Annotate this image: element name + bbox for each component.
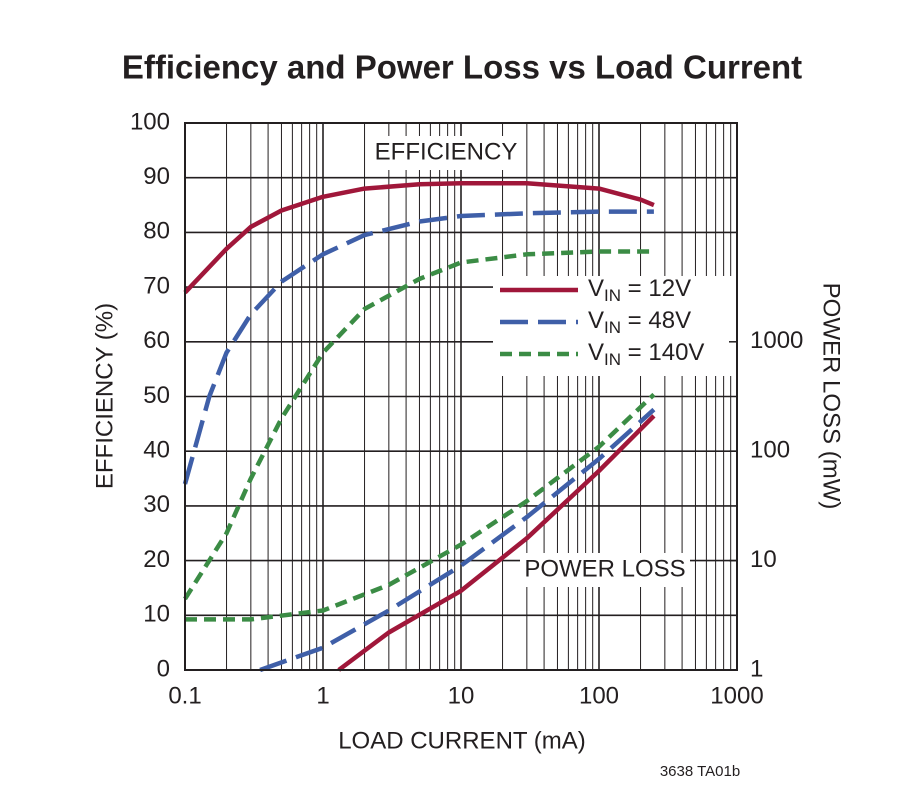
x-tick-label: 1 <box>316 682 329 709</box>
figure-id: 3638 TA01b <box>660 763 740 780</box>
annotation: EFFICIENCY <box>375 138 518 165</box>
y-tick-label: 40 <box>143 437 170 464</box>
legend-label: VIN = 48V <box>588 307 691 337</box>
y-tick-label: 70 <box>143 272 170 299</box>
x-tick-label: 1000 <box>710 682 763 709</box>
y-tick-label: 80 <box>143 218 170 245</box>
annotation: POWER LOSS <box>524 555 685 582</box>
y2-tick-label: 1 <box>750 655 763 682</box>
series-line <box>183 180 655 295</box>
x-axis-label: LOAD CURRENT (mA) <box>338 727 586 754</box>
y-tick-label: 100 <box>130 108 170 135</box>
y-tick-label: 20 <box>143 546 170 573</box>
legend-label: VIN = 140V <box>588 339 704 369</box>
legend-bg <box>493 276 737 376</box>
series-line <box>259 407 656 673</box>
y-tick-label: 0 <box>157 655 170 682</box>
chart-title: Efficiency and Power Loss vs Load Curren… <box>122 49 802 86</box>
y2-tick-label: 1000 <box>750 327 803 354</box>
legend-label: VIN = 12V <box>588 275 691 305</box>
y2-axis-label: POWER LOSS (mW) <box>818 283 845 510</box>
label-bg <box>372 136 520 170</box>
y2-tick-label: 100 <box>750 437 790 464</box>
y-tick-label: 90 <box>143 163 170 190</box>
series-line <box>182 209 654 485</box>
y-tick-label: 10 <box>143 601 170 628</box>
x-tick-label: 0.1 <box>168 682 201 709</box>
plot-frame <box>184 122 738 671</box>
y2-tick-label: 10 <box>750 546 777 573</box>
series-line <box>183 249 654 601</box>
label-bg <box>520 553 690 587</box>
x-tick-label: 100 <box>579 682 619 709</box>
x-tick-label: 10 <box>448 682 475 709</box>
y-axis-label: EFFICIENCY (%) <box>91 303 118 489</box>
y-tick-label: 60 <box>143 327 170 354</box>
series-line <box>337 414 656 672</box>
plot-lines <box>182 180 656 673</box>
series-line <box>185 392 656 622</box>
y-tick-label: 30 <box>143 491 170 518</box>
y-tick-label: 50 <box>143 382 170 409</box>
